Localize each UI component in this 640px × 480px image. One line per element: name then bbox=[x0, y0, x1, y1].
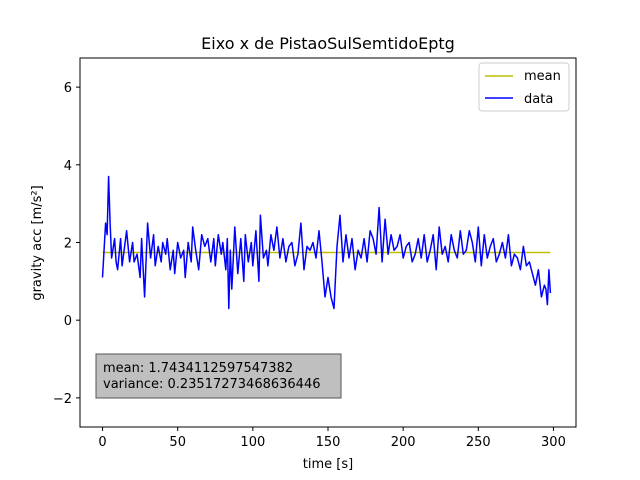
stats-variance-text: variance: 0.23517273468636446 bbox=[103, 377, 321, 392]
x-tick-label: 300 bbox=[541, 435, 566, 450]
y-tick-label: 6 bbox=[64, 81, 72, 96]
x-tick-label: 150 bbox=[316, 435, 341, 450]
y-tick-label: 2 bbox=[64, 237, 72, 252]
y-axis: −2 0 2 4 6 bbox=[53, 81, 80, 407]
y-tick-label: 4 bbox=[64, 159, 72, 174]
chart-title: Eixo x de PistaoSulSemtidoEptg bbox=[201, 34, 455, 53]
x-axis-title: time [s] bbox=[303, 457, 353, 472]
stats-mean-text: mean: 1.7434112597547382 bbox=[103, 361, 293, 376]
stats-box-background bbox=[95, 353, 342, 399]
x-tick-label: 100 bbox=[240, 435, 265, 450]
series-layer bbox=[101, 175, 552, 310]
y-axis-title: gravity acc [m/s²] bbox=[30, 185, 45, 300]
legend-label-data: data bbox=[524, 92, 553, 107]
x-tick-label: 250 bbox=[466, 435, 491, 450]
x-tick-label: 0 bbox=[98, 435, 106, 450]
y-tick-label: −2 bbox=[53, 392, 72, 407]
x-tick-label: 50 bbox=[169, 435, 186, 450]
legend: mean data bbox=[478, 62, 570, 112]
stats-box: mean: 1.7434112597547382 variance: 0.235… bbox=[95, 353, 342, 399]
y-tick-label: 0 bbox=[64, 314, 72, 329]
legend-label-mean: mean bbox=[524, 69, 561, 84]
legend-box bbox=[478, 62, 570, 112]
x-axis: 0 50 100 150 200 250 300 bbox=[98, 427, 566, 450]
series-line-data bbox=[101, 175, 552, 310]
x-tick-label: 200 bbox=[391, 435, 416, 450]
